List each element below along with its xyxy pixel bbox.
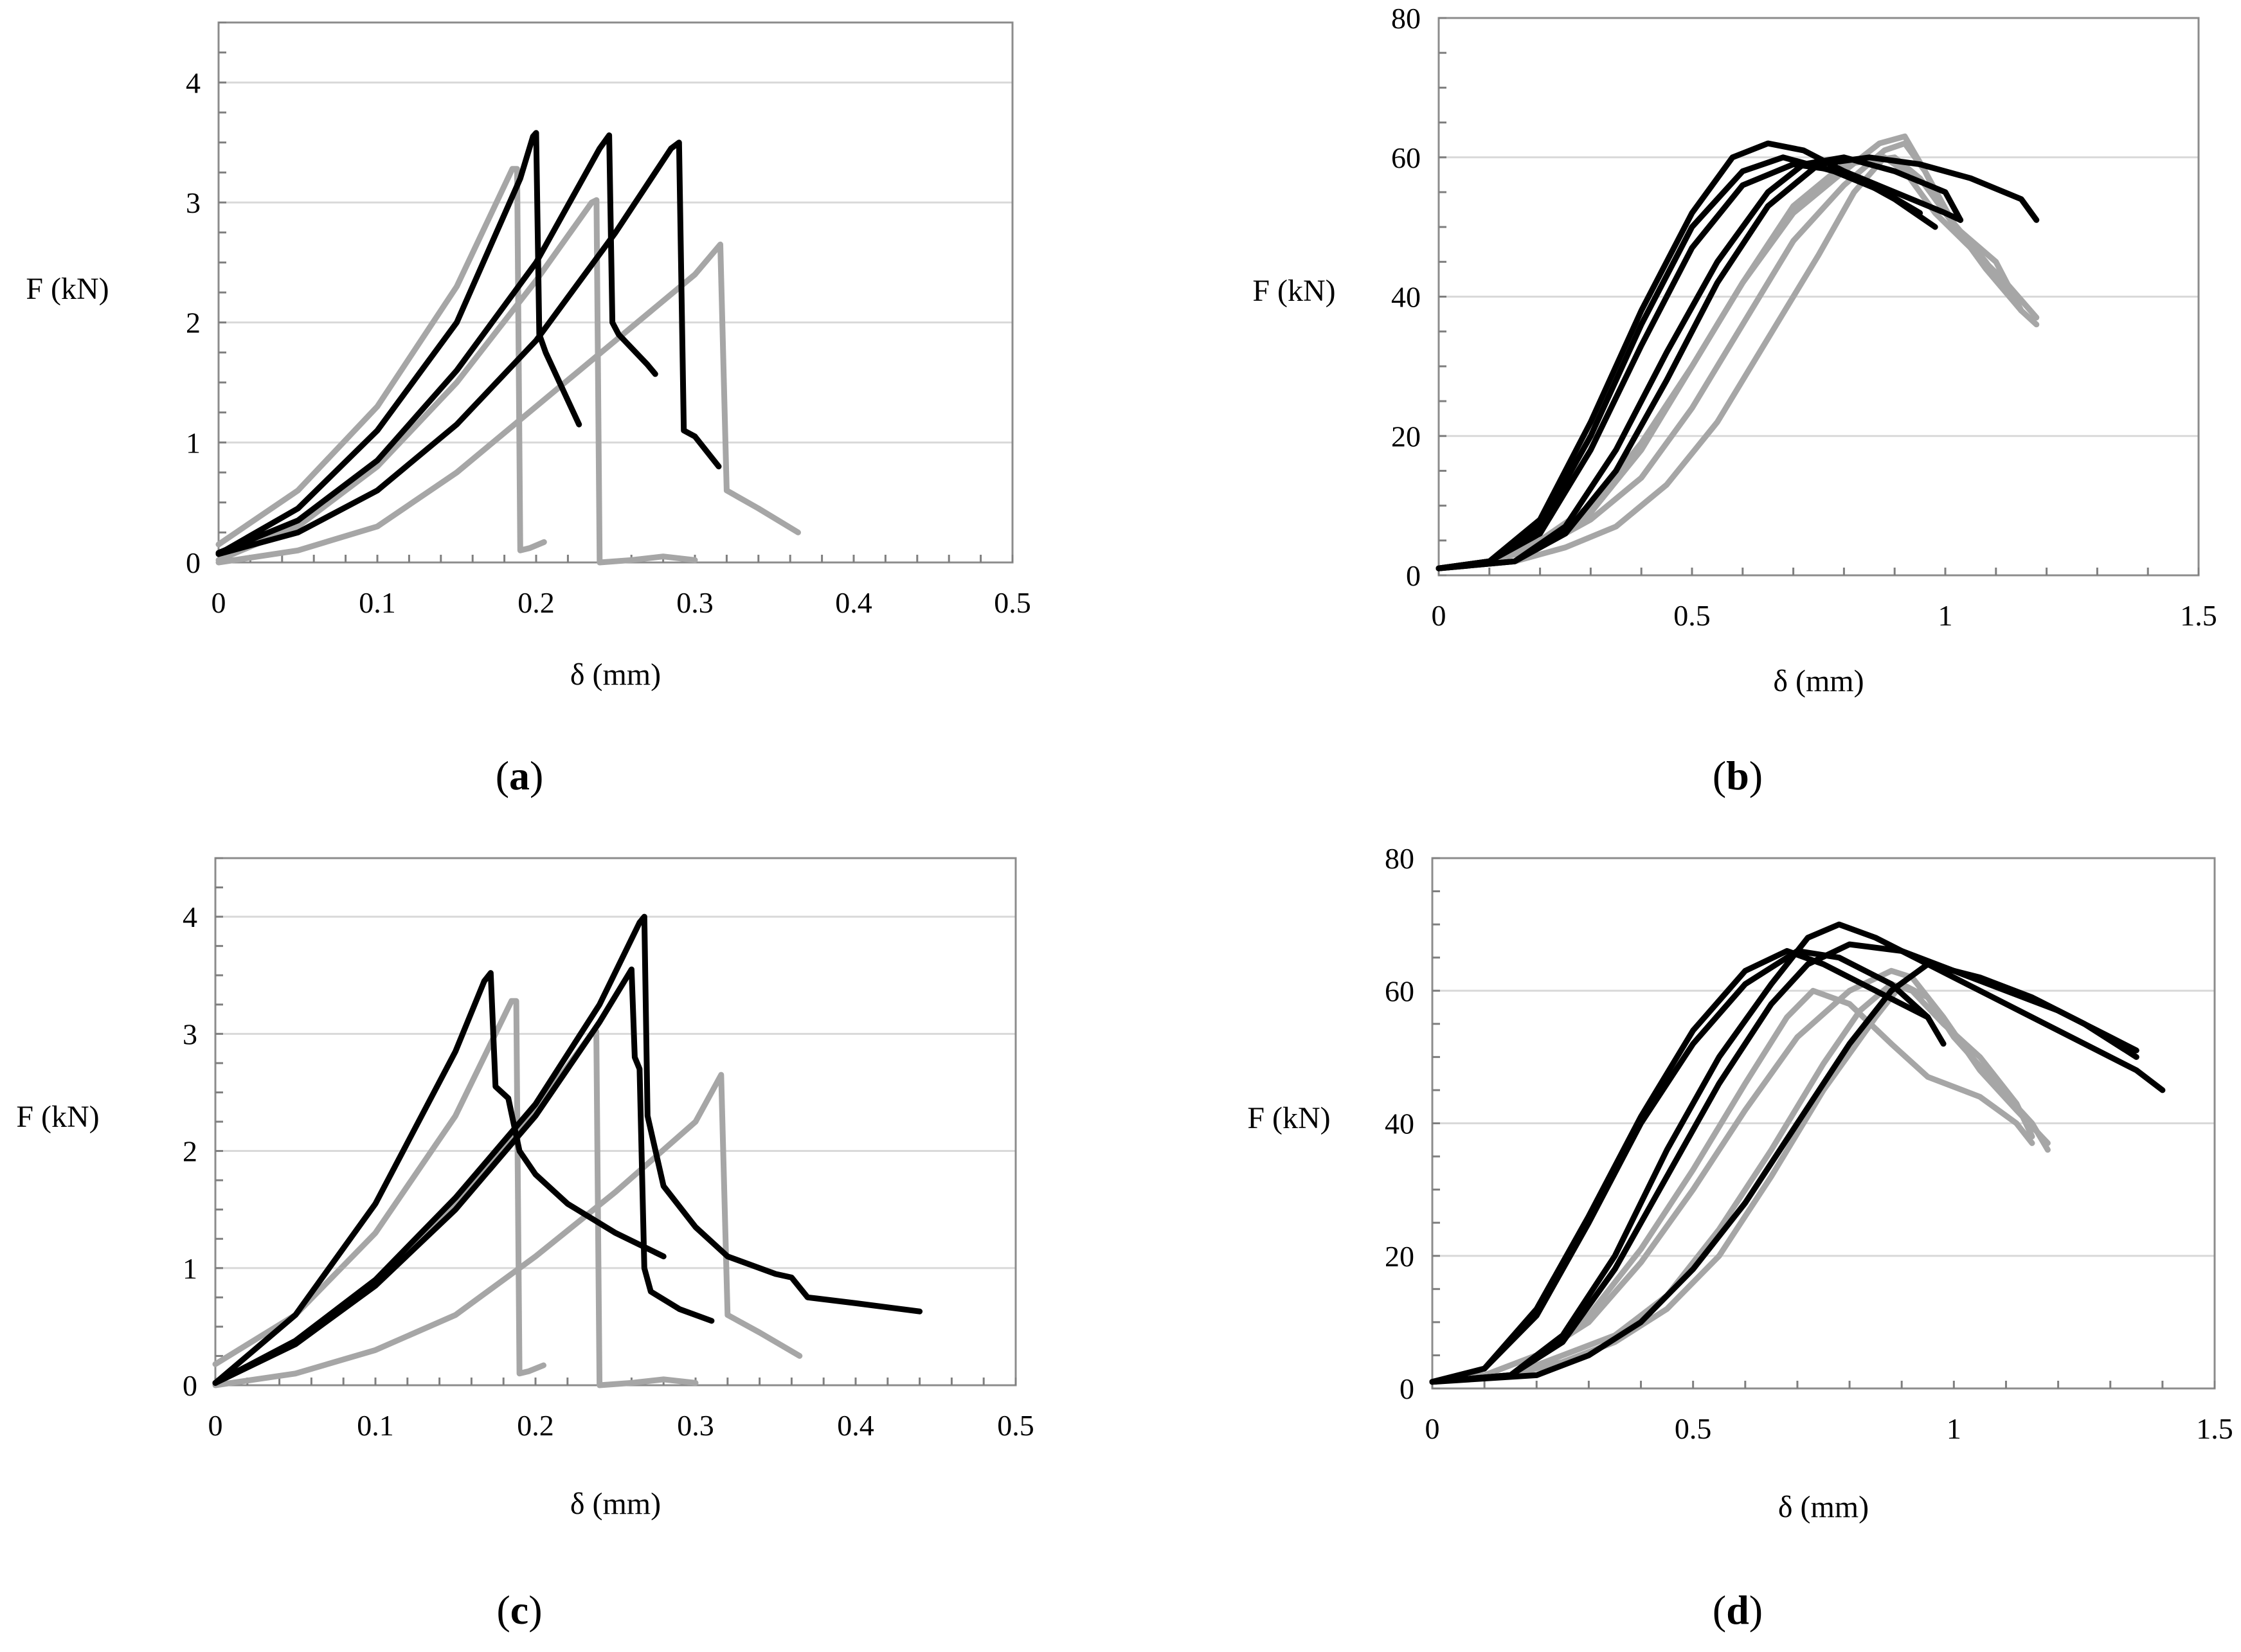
series-line-a-4 bbox=[215, 166, 547, 553]
x-tick-label-a-4: 0.4 bbox=[835, 586, 872, 619]
y-tick-label-a-0: 0 bbox=[186, 546, 201, 579]
series-line-b-5 bbox=[1436, 154, 2040, 571]
x-tick-label-c-1: 0.1 bbox=[357, 1409, 394, 1442]
series-line-b-9 bbox=[1436, 154, 2040, 571]
x-tick-label-a-1: 0.1 bbox=[359, 586, 396, 619]
panel-label-b: (b) bbox=[1712, 753, 1763, 798]
x-tick-label-a-2: 0.2 bbox=[518, 586, 555, 619]
y-tick-label-b-2: 40 bbox=[1391, 281, 1421, 314]
series-line-c-1 bbox=[212, 970, 667, 1386]
x-tick-label-d-1: 0.5 bbox=[1675, 1412, 1712, 1445]
series-line-a-5 bbox=[215, 197, 698, 566]
x-tick-label-d-0: 0 bbox=[1425, 1412, 1440, 1445]
series-line-d-1 bbox=[1429, 947, 1947, 1385]
series-line-b-4 bbox=[1436, 154, 1964, 571]
minor-ticks-a bbox=[217, 21, 1014, 564]
y-tick-label-a-2: 2 bbox=[186, 307, 201, 339]
panel-label-c: (c) bbox=[496, 1587, 543, 1633]
series-line-b-1 bbox=[1436, 140, 1938, 571]
y-tick-label-c-3: 3 bbox=[183, 1018, 197, 1050]
y-axis-label-d: F (kN) bbox=[1247, 1101, 1330, 1135]
series-line-a-3 bbox=[215, 139, 722, 557]
x-tick-label-d-3: 1.5 bbox=[2196, 1412, 2233, 1445]
y-tick-label-c-4: 4 bbox=[183, 901, 197, 933]
y-tick-label-a-4: 4 bbox=[186, 66, 201, 99]
x-tick-label-a-3: 0.3 bbox=[676, 586, 714, 619]
y-tick-label-d-4: 80 bbox=[1385, 842, 1414, 875]
x-axis-label-a: δ (mm) bbox=[570, 658, 661, 692]
series-line-d-9 bbox=[1429, 981, 2051, 1385]
panel-label-a: (a) bbox=[495, 753, 544, 798]
x-axis-label-c: δ (mm) bbox=[570, 1487, 661, 1521]
x-tick-label-b-2: 1 bbox=[1938, 599, 1953, 632]
y-tick-label-c-2: 2 bbox=[183, 1135, 197, 1168]
series-line-c-3 bbox=[212, 913, 923, 1386]
series-line-c-6 bbox=[212, 1072, 803, 1388]
plot-frame-a bbox=[217, 21, 1014, 564]
series-line-d-5 bbox=[1429, 961, 2139, 1385]
x-tick-label-b-1: 0.5 bbox=[1673, 599, 1711, 632]
minor-ticks-d bbox=[1431, 857, 2216, 1390]
y-tick-label-c-0: 0 bbox=[183, 1369, 197, 1402]
y-tick-label-b-3: 60 bbox=[1391, 141, 1421, 174]
series-line-b-7 bbox=[1436, 133, 2040, 571]
series-line-d-8 bbox=[1429, 981, 2035, 1385]
x-tick-label-c-4: 0.4 bbox=[837, 1409, 874, 1442]
y-axis-label-c: F (kN) bbox=[16, 1100, 99, 1134]
series-line-d-3 bbox=[1429, 921, 2166, 1385]
series-line-c-4 bbox=[212, 998, 546, 1377]
x-tick-label-b-0: 0 bbox=[1432, 599, 1446, 632]
y-tick-label-d-2: 40 bbox=[1385, 1108, 1414, 1140]
x-tick-label-d-2: 1 bbox=[1947, 1412, 1961, 1445]
y-axis-label-a: F (kN) bbox=[26, 272, 109, 306]
series-line-b-6 bbox=[1436, 154, 2024, 571]
series-line-c-2 bbox=[212, 966, 715, 1386]
series-line-d-2 bbox=[1429, 947, 1931, 1385]
chart-panel-c: 0 0.1 0.2 0.3 0.4 0.5 0 1 2 3 4 δ (mm) F (kN) bbox=[16, 857, 1034, 1521]
series-line-b-3 bbox=[1436, 161, 1964, 571]
y-tick-label-b-4: 80 bbox=[1391, 2, 1421, 35]
y-tick-label-a-1: 1 bbox=[186, 426, 201, 459]
minor-ticks-b bbox=[1437, 17, 2200, 577]
chart-panel-d: 0 0.5 1 1.5 0 20 40 60 80 δ (mm) F (kN) bbox=[1247, 842, 2233, 1524]
series-line-b-2 bbox=[1436, 154, 1923, 571]
y-tick-label-d-1: 20 bbox=[1385, 1240, 1414, 1273]
y-tick-label-c-1: 1 bbox=[183, 1252, 197, 1285]
x-axis-label-b: δ (mm) bbox=[1773, 664, 1864, 698]
x-tick-label-b-3: 1.5 bbox=[2180, 599, 2217, 632]
x-tick-label-c-0: 0 bbox=[208, 1409, 223, 1442]
y-tick-label-b-0: 0 bbox=[1406, 559, 1421, 592]
x-axis-label-d: δ (mm) bbox=[1778, 1490, 1869, 1524]
chart-panel-a: 0 0.1 0.2 0.3 0.4 0.5 0 1 2 3 4 δ (mm) F (kN) bbox=[26, 21, 1031, 692]
x-tick-label-c-2: 0.2 bbox=[517, 1409, 554, 1442]
x-tick-label-a-5: 0.5 bbox=[994, 586, 1031, 619]
x-tick-label-a-0: 0 bbox=[212, 586, 226, 619]
x-tick-label-c-3: 0.3 bbox=[677, 1409, 714, 1442]
series-line-a-6 bbox=[215, 241, 801, 566]
y-tick-label-d-0: 0 bbox=[1400, 1372, 1414, 1405]
minor-ticks-c bbox=[214, 857, 1017, 1387]
y-tick-label-d-3: 60 bbox=[1385, 974, 1414, 1007]
y-axis-label-b: F (kN) bbox=[1252, 274, 1335, 308]
x-tick-label-c-5: 0.5 bbox=[997, 1409, 1034, 1442]
series-line-a-2 bbox=[215, 132, 658, 556]
y-tick-label-a-3: 3 bbox=[186, 186, 201, 219]
chart-panel-b: 0 0.5 1 1.5 0 20 40 60 80 δ (mm) F (kN) bbox=[1252, 2, 2217, 698]
y-tick-label-b-1: 20 bbox=[1391, 420, 1421, 453]
series-line-a-1 bbox=[215, 130, 582, 557]
panel-label-d: (d) bbox=[1712, 1587, 1763, 1633]
